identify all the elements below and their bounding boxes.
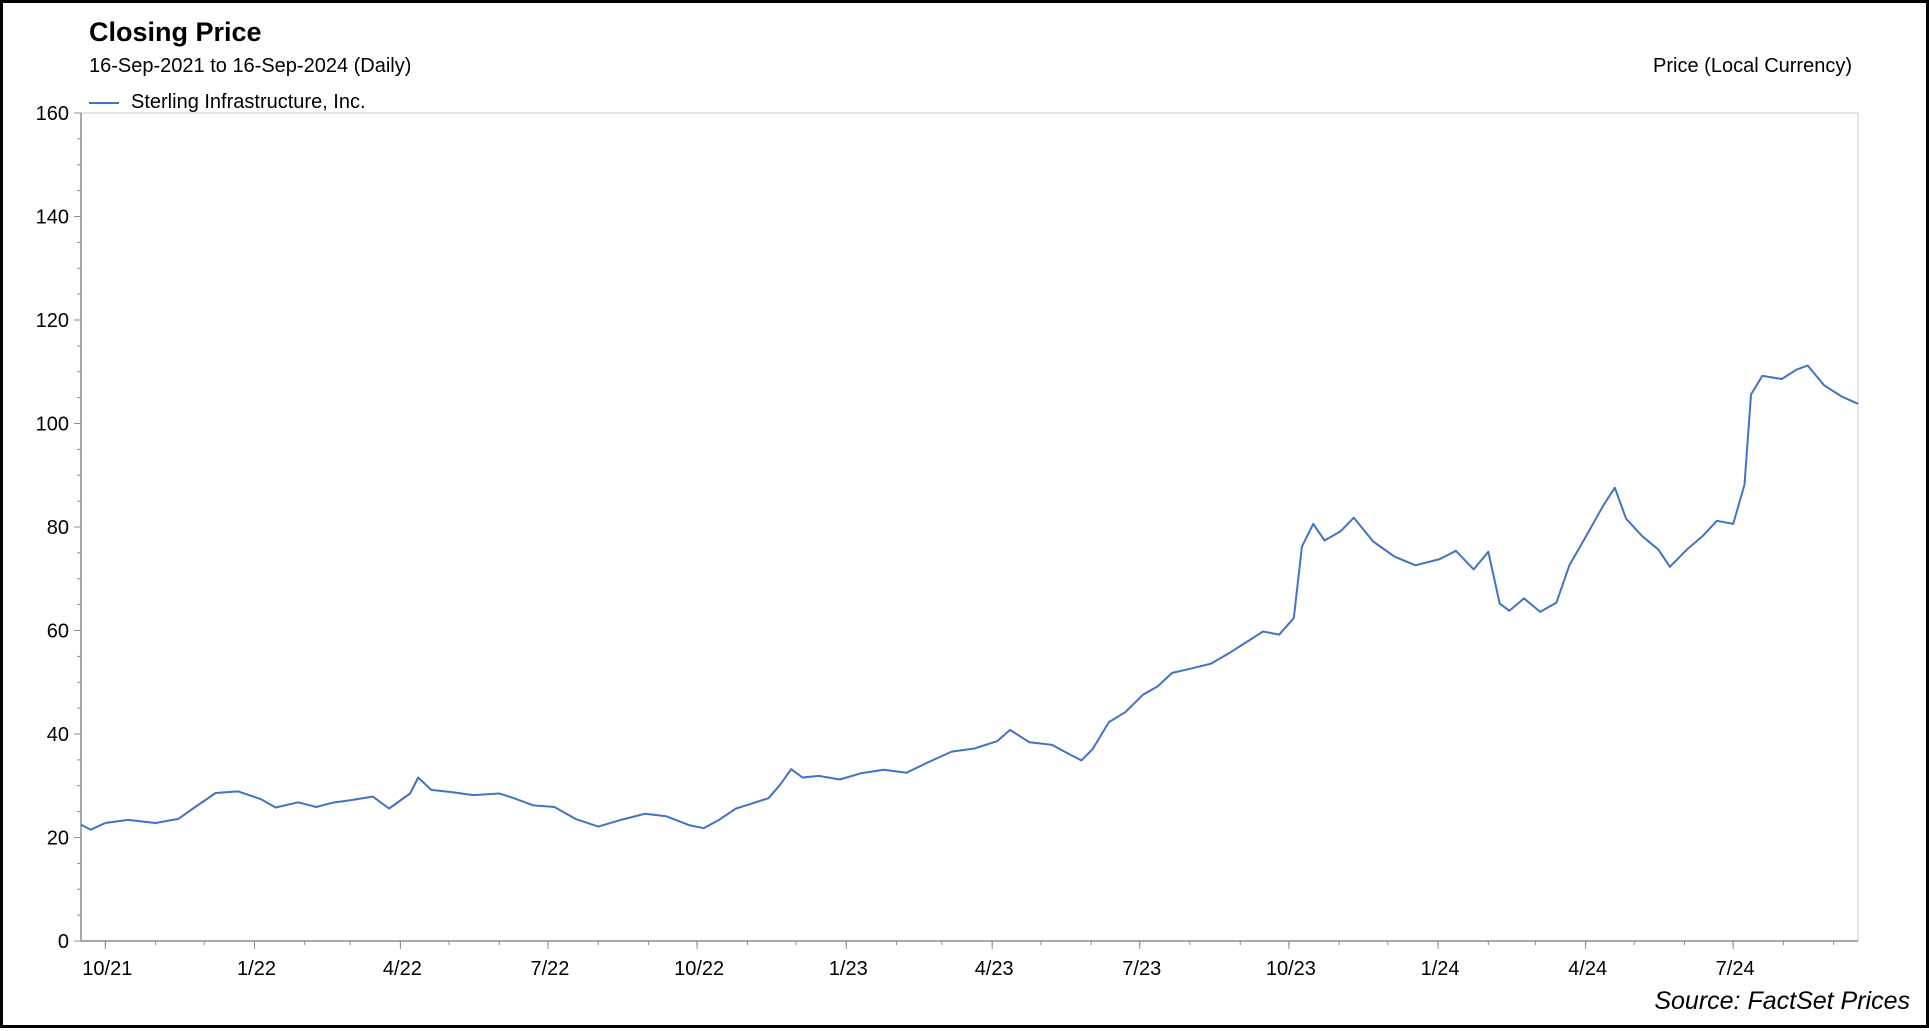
- legend-swatch: [89, 102, 119, 104]
- y-tick-label: 40: [47, 724, 69, 746]
- x-tick-label: 4/22: [383, 958, 422, 980]
- x-tick-label: 1/24: [1421, 958, 1460, 980]
- x-tick-label: 4/23: [975, 958, 1014, 980]
- price-series-line: [80, 364, 1859, 831]
- y-tick-label: 120: [36, 310, 69, 332]
- x-tick-label: 1/22: [237, 958, 276, 980]
- chart-title: Closing Price: [89, 17, 262, 47]
- y-axis-unit-label: Price (Local Currency): [1653, 55, 1852, 77]
- source-note: Source: FactSet Prices: [1654, 987, 1910, 1015]
- x-tick-label: 10/21: [82, 958, 132, 980]
- y-tick-label: 160: [36, 103, 69, 125]
- x-tick-label: 4/24: [1568, 958, 1607, 980]
- y-tick-label: 100: [36, 414, 69, 436]
- y-tick-label: 60: [47, 621, 69, 643]
- price-chart: 0 20 40 60 80 100 120 140 160 10/21 1/22 4/22 7/22 10…: [36, 103, 1859, 980]
- x-tick-label: 10/22: [674, 958, 724, 980]
- x-tick-label: 7/22: [530, 958, 569, 980]
- legend-label: Sterling Infrastructure, Inc.: [131, 91, 366, 113]
- x-tick-label: 7/24: [1716, 958, 1755, 980]
- x-tick-label: 1/23: [829, 958, 868, 980]
- chart-subtitle: 16-Sep-2021 to 16-Sep-2024 (Daily): [89, 55, 412, 77]
- x-tick-label: 7/23: [1122, 958, 1161, 980]
- y-tick-label: 140: [36, 207, 69, 229]
- y-tick-label: 80: [47, 517, 69, 539]
- x-tick-label: 10/23: [1266, 958, 1316, 980]
- y-tick-label: 20: [47, 828, 69, 850]
- y-tick-label: 0: [58, 931, 69, 953]
